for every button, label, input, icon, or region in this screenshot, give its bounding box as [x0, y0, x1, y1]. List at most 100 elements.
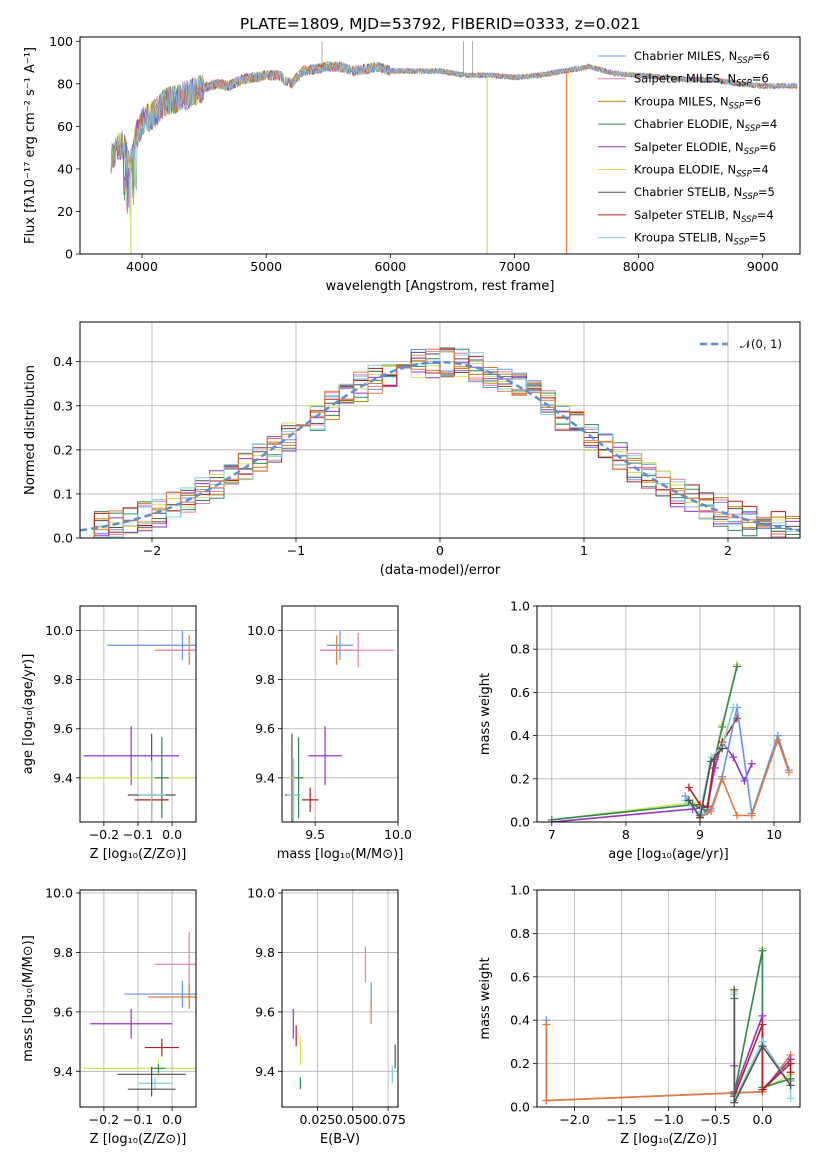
age-vs-mass-frame [281, 605, 399, 823]
residuals-ytick-label: 0.2 [53, 442, 73, 457]
mass-vs-EBV-xtick-label: 0.075 [370, 1112, 406, 1127]
mass-vs-Z-ytick-label: 9.4 [53, 1064, 73, 1079]
mass-weight-vs-age-frame [536, 605, 801, 823]
spectrum-frame [79, 36, 801, 255]
histogram-orange [80, 348, 800, 538]
series-marker [729, 703, 738, 712]
series-line-orange [688, 737, 790, 819]
residuals-frame [79, 321, 801, 539]
residuals-ytick-label: 0.4 [53, 354, 73, 369]
legend-entry-gauss: 𝒩(0, 1) [740, 337, 782, 351]
mass-weight-vs-Z-xtick-label: −1.0 [653, 1112, 683, 1127]
mass-vs-Z-xtick-label: −0.2 [89, 1112, 119, 1127]
age-vs-mass-xlabel: mass [log₁₀(M/M⊙)] [277, 847, 404, 862]
series-marker [773, 735, 782, 744]
age-vs-mass-xtick-label: 10.0 [384, 827, 412, 842]
mass-vs-EBV-ytick-label: 9.8 [255, 945, 275, 960]
mass-weight-vs-age-ytick-label: 0.4 [510, 728, 530, 743]
gaussian-curve [80, 360, 800, 532]
mass-weight-vs-Z-ytick-label: 0.0 [510, 1100, 530, 1115]
mass-vs-Z-frame [79, 889, 197, 1108]
series-marker [747, 759, 756, 768]
mass-weight-vs-Z-plot-area [542, 944, 795, 1107]
age-vs-Z-frame [79, 605, 197, 823]
age-vs-mass-ytick-label: 9.8 [255, 672, 275, 687]
series-marker [542, 1020, 551, 1029]
series-marker [729, 753, 738, 762]
legend-entry: Salpeter ELODIE, NSSP=6 [634, 140, 776, 157]
mass-vs-Z-plot-area [83, 931, 196, 1097]
spectrum-plot-area [110, 41, 798, 254]
series-marker [786, 1068, 795, 1077]
mass-weight-vs-age-xlabel: age [log₁₀(age/yr)] [608, 847, 729, 862]
residuals-xtick-label: 0 [436, 543, 444, 558]
age-vs-Z-xtick-label: −0.1 [123, 827, 153, 842]
mass-weight-vs-Z-ytick-label: 0.2 [510, 1056, 530, 1071]
spectrum-xtick-label: 4000 [126, 259, 158, 274]
mass-vs-EBV-ytick-label: 10.0 [247, 885, 275, 900]
legend-entry: Kroupa MILES, NSSP=6 [634, 94, 761, 111]
series-marker [695, 813, 704, 822]
legend-entry: Chabrier MILES, NSSP=6 [634, 49, 770, 66]
mass-vs-EBV-ytick-label: 9.4 [255, 1064, 275, 1079]
age-vs-mass-ytick-label: 10.0 [247, 623, 275, 638]
age-vs-mass-plot-area [285, 630, 395, 822]
mass-weight-vs-age-ylabel: mass weight [478, 673, 493, 755]
spectrum-ytick-label: 40 [57, 161, 73, 176]
legend-entry: Salpeter STELIB, NSSP=4 [634, 208, 774, 225]
spectrum-xtick-label: 9000 [747, 259, 779, 274]
spectrum-ytick-label: 80 [57, 76, 73, 91]
mass-vs-Z-ytick-label: 10.0 [45, 885, 73, 900]
age-vs-Z-ytick-label: 9.6 [53, 721, 73, 736]
residuals-ylabel: Normed distribution [23, 365, 38, 495]
mass-vs-Z-ytick-label: 9.6 [53, 1004, 73, 1019]
age-vs-Z-xtick-label: 0.0 [162, 827, 182, 842]
mass-vs-Z-ylabel: mass [log₁₀(M/M⊙)] [21, 935, 36, 1062]
spectrum-title: PLATE=1809, MJD=53792, FIBERID=0333, z=0… [240, 15, 640, 33]
mass-vs-EBV-ytick-label: 9.6 [255, 1004, 275, 1019]
legend-entry: Kroupa ELODIE, NSSP=4 [634, 163, 769, 180]
series-marker [786, 1081, 795, 1090]
histogram-kroupa-stelib [80, 350, 800, 538]
mass-vs-EBV-xtick-label: 0.050 [335, 1112, 371, 1127]
series-marker [733, 662, 742, 671]
mass-weight-vs-age-xtick-label: 7 [548, 827, 556, 842]
age-vs-Z-ytick-label: 9.8 [53, 672, 73, 687]
mass-vs-Z-xtick-label: 0.0 [162, 1112, 182, 1127]
spectrum-line-kroupa-stelib [110, 61, 798, 209]
spectrum-xtick-label: 5000 [250, 259, 282, 274]
series-marker [786, 1094, 795, 1103]
series-marker [707, 757, 716, 766]
series-line-chabrier-stelib [688, 748, 723, 820]
series-marker [707, 807, 716, 816]
series-marker [542, 1096, 551, 1105]
spectrum-ylabel: Flux [fλ10⁻¹⁷ erg cm⁻² s⁻¹ A⁻¹] [23, 47, 38, 244]
mass-weight-vs-Z-ytick-label: 1.0 [510, 883, 530, 898]
mass-weight-vs-Z-ytick-label: 0.6 [510, 969, 530, 984]
legend-entry: Chabrier STELIB, NSSP=5 [634, 185, 775, 202]
series-line-chabrier-stelib [733, 989, 792, 1104]
age-vs-Z-ytick-label: 9.4 [53, 770, 73, 785]
age-vs-mass-ytick-label: 9.6 [255, 721, 275, 736]
series-marker [730, 1098, 739, 1107]
age-vs-Z-xtick-label: −0.2 [89, 827, 119, 842]
spectrum-ytick-label: 100 [49, 34, 73, 49]
series-marker [758, 1042, 767, 1051]
residuals-xtick-label: −1 [287, 543, 305, 558]
series-marker [718, 744, 727, 753]
residuals-xtick-label: 2 [724, 543, 732, 558]
mass-weight-vs-Z-frame [536, 889, 801, 1108]
mass-weight-vs-Z-ytick-label: 0.4 [510, 1013, 530, 1028]
legend-entry: Chabrier ELODIE, NSSP=4 [634, 117, 777, 134]
spectrum-ytick-label: 0 [65, 247, 73, 262]
residuals-xtick-label: 1 [580, 543, 588, 558]
series-marker [758, 1020, 767, 1029]
mass-weight-vs-Z-ytick-label: 0.8 [510, 926, 530, 941]
mass-weight-vs-age-ytick-label: 0.8 [510, 642, 530, 657]
mass-weight-vs-age-xtick-label: 9 [696, 827, 704, 842]
series-marker [718, 774, 727, 783]
legend-entry: Salpeter MILES, NSSP=6 [634, 72, 769, 89]
residuals-plot-area [80, 347, 800, 538]
mass-weight-vs-age-ytick-label: 0.2 [510, 771, 530, 786]
